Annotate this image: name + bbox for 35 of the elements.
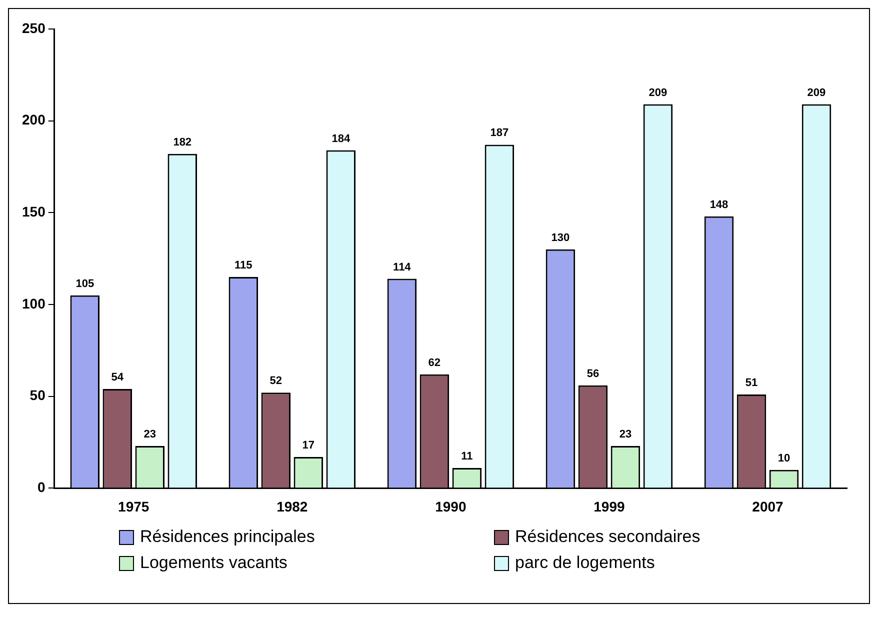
legend-label: Résidences principales bbox=[140, 527, 315, 547]
data-label: 115 bbox=[234, 260, 252, 272]
y-tick-label: 50 bbox=[30, 387, 46, 404]
data-label: 114 bbox=[393, 261, 412, 274]
y-tick-label: 150 bbox=[22, 204, 46, 220]
y-tick-label: 100 bbox=[22, 295, 46, 312]
data-label: 187 bbox=[490, 127, 509, 140]
data-label: 209 bbox=[807, 86, 826, 99]
x-tick-label: 1975 bbox=[118, 498, 150, 514]
data-label: 130 bbox=[551, 232, 570, 244]
data-label: 182 bbox=[173, 136, 192, 148]
y-tick-label: 200 bbox=[22, 112, 46, 128]
data-label: 17 bbox=[302, 440, 315, 452]
legend-label: Résidences secondaires bbox=[515, 527, 700, 547]
x-tick-label: 2007 bbox=[752, 498, 784, 514]
data-label: 62 bbox=[428, 356, 441, 369]
x-tick-label: 1999 bbox=[594, 498, 625, 514]
data-label: 52 bbox=[270, 375, 282, 388]
data-label: 23 bbox=[619, 428, 632, 440]
x-tick-label: 1982 bbox=[276, 498, 308, 514]
x-tick-label: 1990 bbox=[435, 498, 466, 514]
legend-label: Logements vacants bbox=[140, 553, 288, 573]
data-label: 184 bbox=[332, 132, 351, 145]
y-tick-label: 250 bbox=[22, 20, 46, 36]
data-label: 54 bbox=[111, 372, 124, 384]
data-label: 209 bbox=[648, 86, 668, 99]
data-label: 11 bbox=[461, 450, 473, 463]
data-label: 56 bbox=[586, 368, 600, 380]
data-label: 148 bbox=[710, 198, 728, 211]
data-label: 10 bbox=[778, 452, 790, 464]
data-label: 105 bbox=[76, 278, 94, 290]
y-tick-label: 0 bbox=[38, 479, 46, 496]
data-label: 51 bbox=[745, 377, 758, 390]
legend-label: parc de logements bbox=[515, 553, 655, 573]
data-label: 23 bbox=[144, 428, 156, 440]
